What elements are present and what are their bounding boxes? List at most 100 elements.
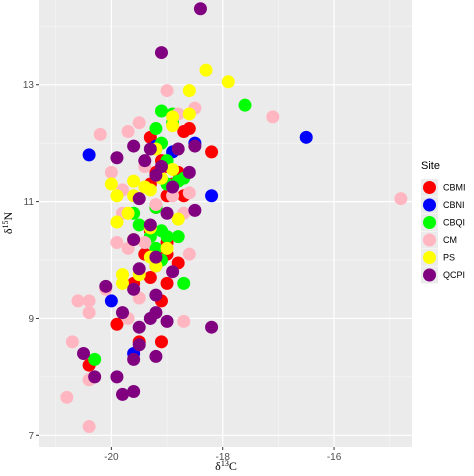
point-cbqi <box>177 276 191 290</box>
point-qcpi <box>149 250 163 264</box>
point-ps <box>143 183 157 197</box>
point-qcpi <box>132 320 146 334</box>
point-qcpi <box>127 282 141 296</box>
point-qcpi <box>188 203 202 217</box>
point-cm <box>65 335 79 349</box>
x-tick-label: -20 <box>104 452 119 463</box>
point-qcpi <box>132 338 146 352</box>
point-qcpi <box>160 206 174 220</box>
point-ps <box>110 215 124 229</box>
point-qcpi <box>132 262 146 276</box>
point-qcpi <box>143 218 157 232</box>
point-ps <box>121 206 135 220</box>
point-cbqi <box>160 230 174 244</box>
legend-label-ps: PS <box>443 253 455 263</box>
point-cm <box>110 235 124 249</box>
point-qcpi <box>171 142 185 156</box>
point-qcpi <box>116 387 130 401</box>
legend-swatch-ps <box>423 251 436 264</box>
y-tick-label: 9 <box>28 314 34 325</box>
point-qcpi <box>149 306 163 320</box>
point-qcpi <box>143 142 157 156</box>
point-cm <box>60 390 74 404</box>
x-tick-label: -16 <box>327 452 342 463</box>
legend: Site CBMI CBNI CBQI CM PS QCPI <box>421 160 466 284</box>
x-axis-ticks: -20 -18 -16 <box>104 447 342 463</box>
point-cbqi <box>238 98 252 112</box>
y-axis-ticks: 7 9 11 13 <box>23 80 39 442</box>
point-cbmi <box>182 122 196 136</box>
y-tick-label: 11 <box>24 197 35 208</box>
point-cbqi <box>149 122 163 136</box>
point-qcpi <box>127 233 141 247</box>
point-ps <box>104 177 118 191</box>
point-qcpi <box>127 139 141 153</box>
point-cm <box>266 110 280 124</box>
point-qcpi <box>149 288 163 302</box>
legend-title: Site <box>421 160 440 172</box>
point-cm <box>394 192 408 206</box>
point-cm <box>177 314 191 328</box>
legend-swatch-cm <box>423 233 436 247</box>
point-ps <box>116 276 130 290</box>
point-qcpi <box>149 168 163 182</box>
legend-label-qcpi: QCPI <box>443 270 465 280</box>
point-cm <box>138 235 152 249</box>
point-ps <box>182 107 196 121</box>
minor-gridlines <box>39 0 412 447</box>
point-cm <box>182 186 196 200</box>
plot-panel <box>39 0 412 447</box>
point-cbni <box>299 130 313 144</box>
point-ps <box>110 189 124 203</box>
point-qcpi <box>160 314 174 328</box>
point-qcpi <box>99 279 113 293</box>
legend-label-cbqi: CBQI <box>443 218 465 228</box>
point-cm <box>71 294 85 308</box>
point-cm <box>132 116 146 130</box>
point-cm <box>82 420 96 434</box>
point-qcpi <box>110 370 124 384</box>
point-qcpi <box>116 306 130 320</box>
point-qcpi <box>88 370 102 384</box>
point-cbqi <box>171 230 185 244</box>
y-axis-title: δ15N <box>1 212 16 235</box>
legend-swatch-cbqi <box>423 216 436 229</box>
legend-items: CBMI CBNI CBQI CM PS QCPI <box>421 179 466 284</box>
point-cm <box>121 124 135 138</box>
point-cbmi <box>110 317 124 331</box>
x-tick-label: -18 <box>215 452 230 463</box>
point-ps <box>171 212 185 226</box>
point-cbqi <box>88 352 102 366</box>
point-qcpi <box>188 139 202 153</box>
point-cm <box>149 198 163 212</box>
point-qcpi <box>205 320 219 334</box>
point-cbmi <box>160 276 174 290</box>
legend-label-cbni: CBNI <box>443 200 465 210</box>
point-ps <box>182 84 196 98</box>
point-qcpi <box>110 151 124 165</box>
point-qcpi <box>193 2 207 16</box>
legend-swatch-cbni <box>423 198 436 212</box>
data-points <box>60 2 408 434</box>
point-qcpi <box>182 165 196 179</box>
point-cm <box>104 165 118 179</box>
y-tick-label: 13 <box>23 80 35 91</box>
point-cbqi <box>132 218 146 232</box>
point-qcpi <box>149 349 163 363</box>
point-cbmi <box>205 145 219 159</box>
legend-label-cm: CM <box>443 235 457 245</box>
point-cm <box>82 294 96 308</box>
point-qcpi <box>127 384 141 398</box>
point-cm <box>160 84 174 98</box>
point-cm <box>93 127 107 141</box>
point-qcpi <box>138 154 152 168</box>
point-cbni <box>104 294 118 308</box>
point-cbni <box>82 148 96 162</box>
point-cbmi <box>143 271 157 285</box>
point-ps <box>166 162 180 176</box>
legend-swatch-cbmi <box>423 181 436 194</box>
point-ps <box>166 119 180 133</box>
legend-swatch-qcpi <box>423 268 436 282</box>
point-ps <box>127 174 141 188</box>
